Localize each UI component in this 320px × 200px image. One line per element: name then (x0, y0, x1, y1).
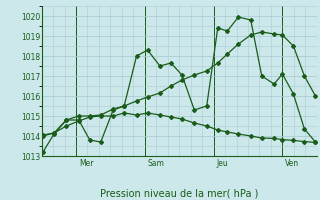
Text: Sam: Sam (148, 159, 164, 168)
Text: Ven: Ven (285, 159, 299, 168)
Text: Jeu: Jeu (216, 159, 228, 168)
Text: Pression niveau de la mer( hPa ): Pression niveau de la mer( hPa ) (100, 189, 258, 199)
Text: Mer: Mer (79, 159, 93, 168)
